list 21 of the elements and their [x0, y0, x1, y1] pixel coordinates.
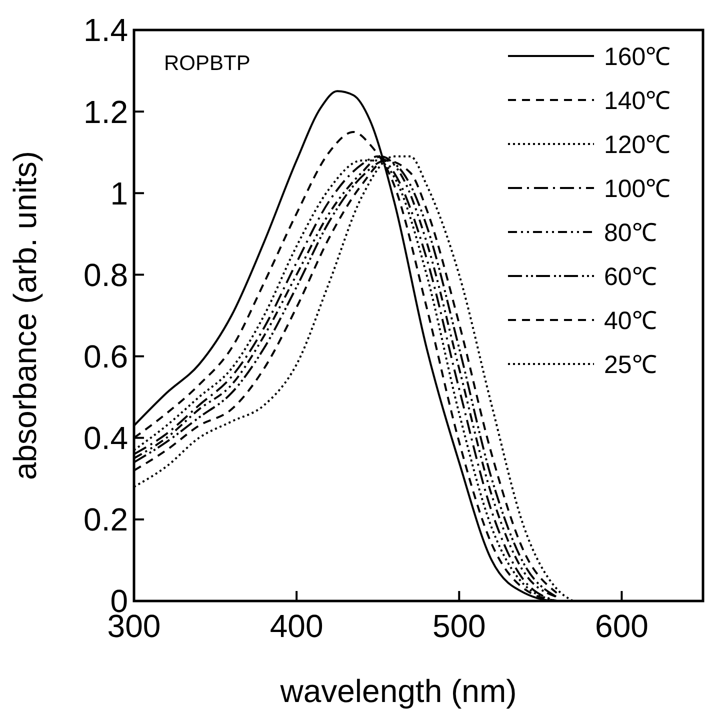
y-tick-label: 1.4	[84, 12, 128, 48]
y-axis-title: absorbance (arb. units)	[7, 150, 43, 480]
legend-label: 140℃	[604, 86, 671, 115]
x-tick-label: 500	[432, 608, 486, 644]
legend-label: 160℃	[604, 42, 671, 71]
legend-label: 120℃	[604, 130, 671, 159]
y-tick-label: 0.6	[84, 338, 128, 374]
x-tick-label: 600	[595, 608, 648, 644]
y-tick-label: 0.4	[84, 420, 128, 456]
y-tick-label: 1.2	[84, 94, 128, 130]
legend-label: 60℃	[604, 262, 657, 291]
legend-label: 25℃	[604, 350, 657, 379]
legend-label: 80℃	[604, 218, 657, 247]
y-tick-label: 0.2	[84, 502, 128, 538]
legend-label: 40℃	[604, 306, 657, 335]
x-tick-label: 400	[270, 608, 324, 644]
x-axis-title: wavelength (nm)	[279, 673, 517, 709]
y-tick-label: 0.8	[84, 256, 128, 293]
annotation: ROPBTP	[164, 52, 250, 75]
legend-label: 100℃	[604, 174, 671, 203]
y-tick-label: 1	[110, 175, 128, 212]
